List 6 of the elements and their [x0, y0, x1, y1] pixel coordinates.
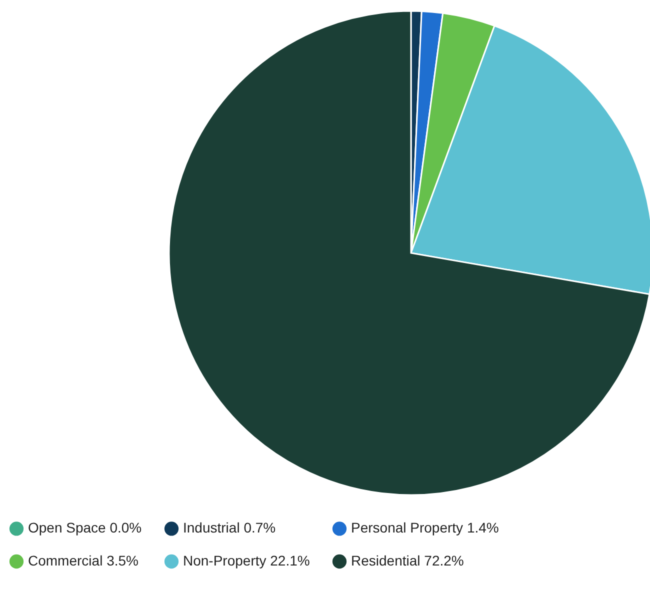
legend-label: Personal Property 1.4%	[351, 520, 499, 536]
legend-label: Residential 72.2%	[351, 552, 464, 568]
legend-label: Open Space 0.0%	[28, 520, 142, 536]
legend-label: Industrial 0.7%	[183, 520, 276, 536]
legend-label: Commercial 3.5%	[28, 552, 138, 568]
legend-label: Non-Property 22.1%	[183, 552, 310, 568]
